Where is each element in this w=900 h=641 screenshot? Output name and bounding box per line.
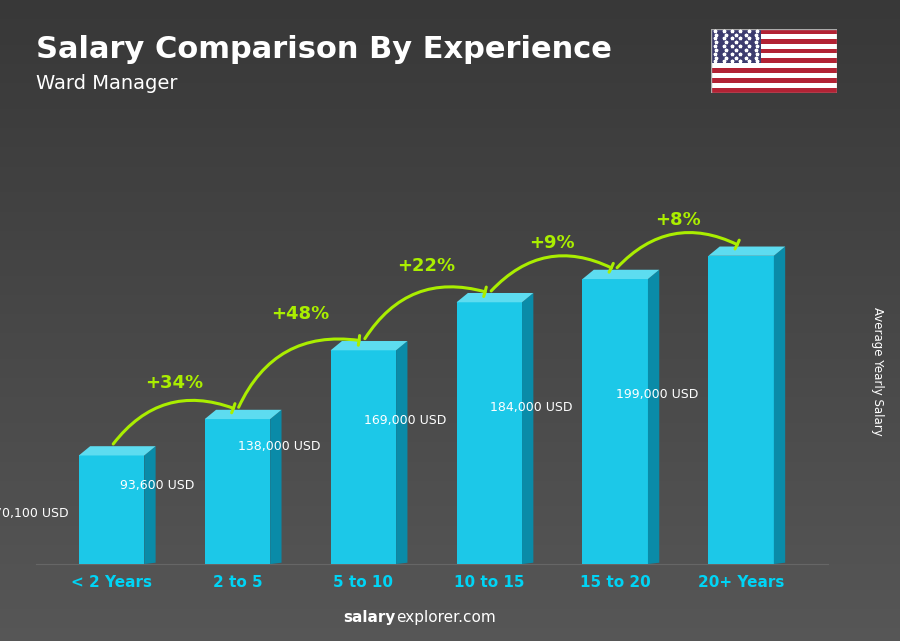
Text: 199,000 USD: 199,000 USD <box>616 388 698 401</box>
Text: Ward Manager: Ward Manager <box>36 74 177 93</box>
FancyBboxPatch shape <box>456 303 522 564</box>
Polygon shape <box>648 270 660 564</box>
Text: 93,600 USD: 93,600 USD <box>121 479 194 492</box>
FancyBboxPatch shape <box>330 350 396 564</box>
Bar <box>711 44 837 49</box>
FancyBboxPatch shape <box>204 419 270 564</box>
Text: 169,000 USD: 169,000 USD <box>364 413 446 427</box>
Text: +22%: +22% <box>397 257 455 276</box>
Bar <box>711 88 837 93</box>
Bar <box>711 29 837 34</box>
Polygon shape <box>456 293 534 303</box>
Bar <box>711 83 837 88</box>
Polygon shape <box>774 247 785 564</box>
Text: Average Yearly Salary: Average Yearly Salary <box>871 308 884 436</box>
Polygon shape <box>396 341 408 564</box>
FancyBboxPatch shape <box>708 256 774 564</box>
Bar <box>711 53 837 58</box>
Bar <box>711 38 837 44</box>
Text: +9%: +9% <box>529 234 575 252</box>
Text: +34%: +34% <box>146 374 203 392</box>
Polygon shape <box>522 293 534 564</box>
Bar <box>711 78 837 83</box>
Polygon shape <box>330 341 408 350</box>
Text: salary: salary <box>344 610 396 625</box>
FancyBboxPatch shape <box>79 456 144 564</box>
Polygon shape <box>144 446 156 564</box>
Text: +48%: +48% <box>271 305 329 323</box>
Text: 184,000 USD: 184,000 USD <box>490 401 572 414</box>
Bar <box>711 73 837 78</box>
Bar <box>711 69 837 73</box>
Polygon shape <box>270 410 282 564</box>
Bar <box>711 34 837 38</box>
Bar <box>711 58 837 63</box>
Bar <box>711 29 761 63</box>
Text: +8%: +8% <box>655 211 701 229</box>
Polygon shape <box>708 247 785 256</box>
Bar <box>711 63 837 69</box>
Text: 138,000 USD: 138,000 USD <box>238 440 320 453</box>
Polygon shape <box>204 410 282 419</box>
Polygon shape <box>79 446 156 456</box>
FancyBboxPatch shape <box>582 279 648 564</box>
Text: Salary Comparison By Experience: Salary Comparison By Experience <box>36 35 612 64</box>
Bar <box>711 49 837 53</box>
Text: 70,100 USD: 70,100 USD <box>0 506 68 520</box>
Polygon shape <box>582 270 660 279</box>
Text: explorer.com: explorer.com <box>396 610 496 625</box>
